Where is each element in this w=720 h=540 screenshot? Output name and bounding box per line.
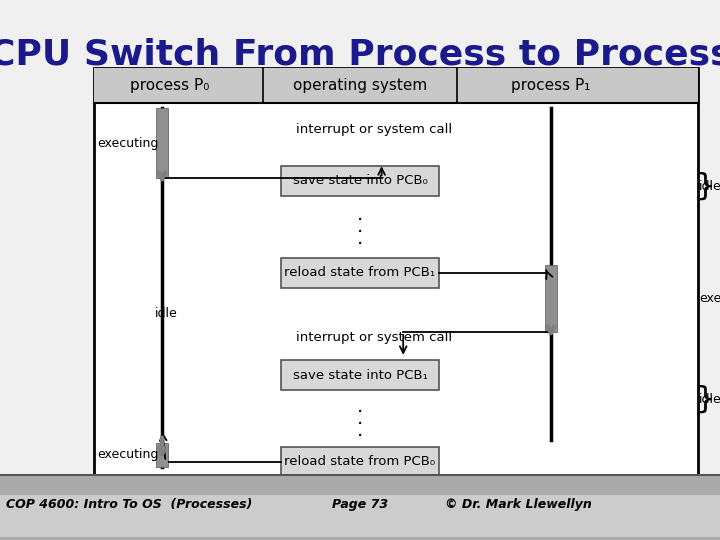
Text: process P₀: process P₀	[130, 78, 209, 92]
Text: save state into PCB₁: save state into PCB₁	[292, 369, 428, 382]
Text: operating system: operating system	[293, 78, 427, 92]
Text: .: .	[357, 217, 363, 237]
Circle shape	[637, 486, 702, 535]
Text: .: .	[357, 205, 363, 225]
Text: UCF: UCF	[659, 505, 680, 515]
Text: .: .	[357, 397, 363, 416]
Text: .: .	[357, 229, 363, 248]
Text: .: .	[357, 421, 363, 440]
Text: executing: executing	[97, 448, 158, 462]
Text: executing: executing	[97, 137, 158, 150]
Text: }: }	[695, 385, 714, 414]
Text: .: .	[357, 409, 363, 428]
Text: idle: idle	[155, 307, 178, 320]
Text: }: }	[695, 172, 714, 201]
Text: idle: idle	[699, 180, 720, 193]
Text: interrupt or system call: interrupt or system call	[297, 123, 452, 136]
Text: process P₁: process P₁	[511, 78, 590, 92]
Text: idle: idle	[699, 393, 720, 406]
Text: Page 73: Page 73	[332, 498, 388, 511]
Text: © Dr. Mark Llewellyn: © Dr. Mark Llewellyn	[445, 498, 592, 511]
Text: save state into PCB₀: save state into PCB₀	[292, 174, 428, 187]
Text: interrupt or system call: interrupt or system call	[297, 331, 452, 344]
Text: CPU Switch From Process to Process: CPU Switch From Process to Process	[0, 38, 720, 72]
Text: executing: executing	[699, 292, 720, 305]
Text: COP 4600: Intro To OS  (Processes): COP 4600: Intro To OS (Processes)	[6, 498, 253, 511]
Text: reload state from PCB₀: reload state from PCB₀	[284, 455, 436, 468]
Text: reload state from PCB₁: reload state from PCB₁	[284, 266, 436, 279]
